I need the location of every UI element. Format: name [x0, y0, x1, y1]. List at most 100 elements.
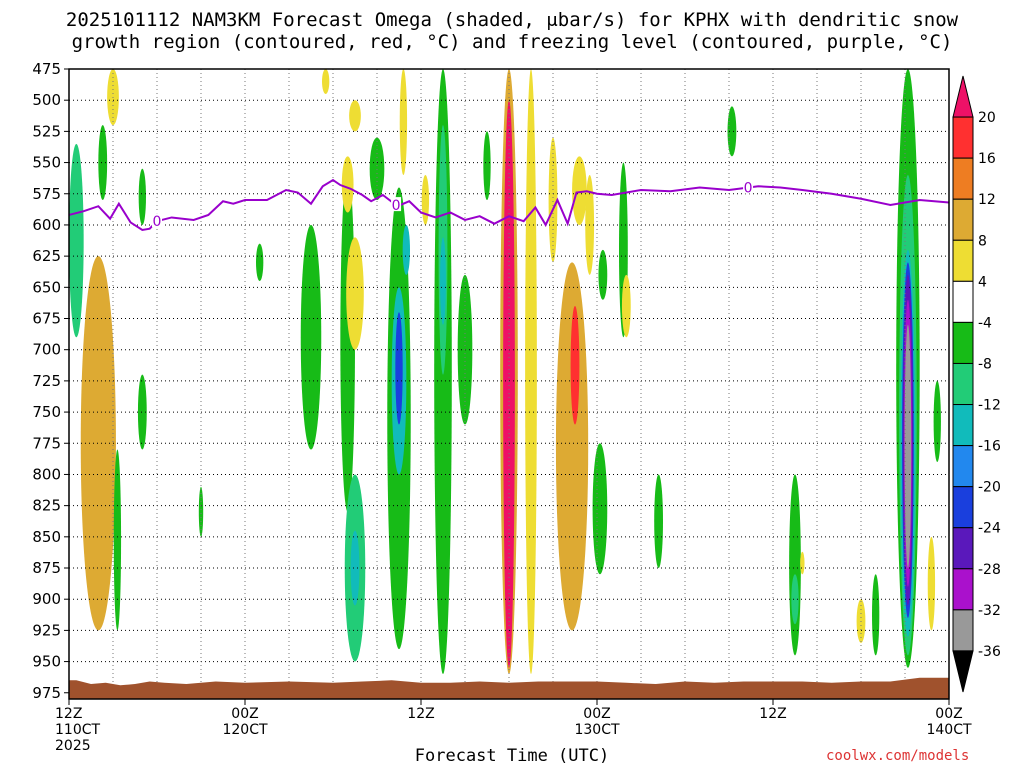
omega-region-40: [621, 274, 631, 338]
colorbar-label-11: -28: [978, 562, 1001, 578]
omega-region-33: [548, 137, 558, 263]
xtick-label-48-0: 12Z: [759, 706, 786, 722]
freezing-label-0: 0: [153, 214, 162, 230]
omega-region-21: [395, 312, 403, 425]
xtick-label-36-1: 130CT: [574, 722, 619, 738]
ytick-label-850: 850: [32, 528, 61, 546]
colorbar-label-10: -24: [978, 521, 1001, 537]
omega-region-7: [113, 449, 122, 631]
omega-region-24: [421, 175, 430, 225]
freezing-label-bg-0: [152, 213, 162, 228]
omega-region-56: [927, 536, 936, 631]
colorbar-label-12: -32: [978, 603, 1001, 619]
omega-region-57: [933, 380, 941, 462]
omega-region-48: [872, 574, 880, 656]
freezing-label-2: 0: [744, 181, 753, 197]
omega-region-1: [80, 256, 116, 631]
colorbar-segment-13: [952, 609, 974, 652]
colorbar-label-1: 16: [978, 151, 996, 167]
colorbar-segment-2: [952, 157, 974, 200]
ytick-label-750: 750: [32, 403, 61, 421]
omega-region-16: [341, 156, 354, 213]
omega-region-8: [198, 486, 204, 537]
ytick-label-675: 675: [32, 310, 61, 328]
omega-region-42: [654, 474, 663, 569]
x-axis-label: Forecast Time (UTC): [414, 746, 610, 766]
omega-region-43: [727, 106, 737, 157]
colorbar-segment-4: [952, 239, 974, 282]
ytick-label-975: 975: [32, 684, 61, 702]
omega-region-15: [350, 530, 360, 606]
xtick-label-36-0: 00Z: [583, 706, 610, 722]
ytick-label-500: 500: [32, 91, 61, 109]
colorbar-segment-14: [952, 650, 974, 693]
ytick-label-900: 900: [32, 590, 61, 608]
omega-region-34: [555, 262, 589, 631]
omega-region-27: [440, 237, 446, 325]
terrain-fill: [69, 677, 949, 699]
omega-region-17: [346, 237, 364, 350]
colorbar-label-8: -16: [978, 439, 1001, 455]
colorbar-label-2: 12: [978, 192, 996, 208]
omega-region-18: [369, 137, 385, 200]
colorbar-label-5: -4: [978, 315, 992, 331]
colorbar-label-3: 8: [978, 233, 987, 249]
omega-region-10: [300, 224, 322, 450]
omega-region-29: [483, 131, 491, 200]
freezing-label-bg-1: [391, 197, 402, 212]
ytick-label-725: 725: [32, 372, 61, 390]
ytick-label-600: 600: [32, 216, 61, 234]
colorbar-label-4: 4: [978, 274, 987, 290]
omega-region-45: [791, 574, 799, 625]
colorbar-label-0: 20: [978, 110, 996, 126]
y-axis-ticks: 475 500 525 550 575 600 625 650 675 700 725 750 775 8…: [32, 60, 69, 702]
ytick-label-800: 800: [32, 465, 61, 483]
colorbar-segment-8: [952, 404, 974, 447]
ytick-label-825: 825: [32, 497, 61, 515]
xtick-label-12-1: 120CT: [222, 722, 267, 738]
omega-region-32: [525, 69, 537, 675]
freezing-label-1: 0: [392, 198, 401, 214]
xtick-label-0-1: 110CT: [55, 722, 100, 738]
omega-region-9: [255, 243, 264, 282]
colorbar-segment-11: [952, 527, 974, 570]
omega-region-38: [592, 443, 608, 575]
colorbar-segment-10: [952, 486, 974, 529]
colorbar-segment-12: [952, 568, 974, 611]
colorbar-label-9: -20: [978, 480, 1001, 496]
chart-title-line-2: growth region (contoured, red, °C) and f…: [71, 31, 953, 53]
colorbar-label-6: -8: [978, 356, 992, 372]
omega-region-55: [904, 324, 912, 569]
omega-region-41: [598, 249, 608, 300]
chart-title-line-1: 2025101112 NAM3KM Forecast Omega (shaded…: [65, 9, 959, 31]
ytick-label-525: 525: [32, 122, 61, 140]
xtick-label-0-0: 12Z: [55, 706, 82, 722]
colorbar: 20 16 12 8 4 -4 -8 -12 -16 -20 -24 -28 -32 -36: [952, 75, 1001, 693]
omega-region-31: [503, 100, 515, 668]
xtick-label-60-1: 140CT: [926, 722, 971, 738]
omega-region-44: [789, 474, 801, 656]
omega-region-4: [69, 143, 84, 338]
ytick-label-950: 950: [32, 653, 61, 671]
omega-region-11: [322, 69, 330, 94]
omega-region-23: [399, 69, 408, 176]
omega-region-3: [98, 125, 108, 200]
plot-frame: [68, 68, 950, 700]
omega-region-46: [800, 551, 805, 575]
colorbar-segment-0: [952, 75, 974, 118]
grid-lines: [69, 68, 949, 699]
colorbar-segment-9: [952, 445, 974, 488]
colorbar-label-13: -36: [978, 644, 1001, 660]
xtick-label-12-0: 00Z: [231, 706, 258, 722]
omega-region-22: [402, 224, 411, 275]
freezing-label-bg-2: [743, 179, 754, 194]
omega-region-35: [570, 306, 580, 425]
ytick-label-875: 875: [32, 559, 61, 577]
omega-region-5: [138, 168, 146, 225]
xtick-label-24-0: 12Z: [407, 706, 434, 722]
colorbar-label-7: -12: [978, 398, 1001, 414]
colorbar-segment-6: [952, 321, 974, 364]
ytick-label-775: 775: [32, 434, 61, 452]
